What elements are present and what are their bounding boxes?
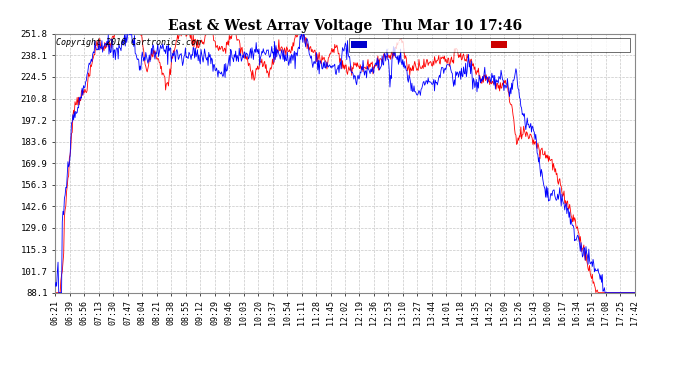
Title: East & West Array Voltage  Thu Mar 10 17:46: East & West Array Voltage Thu Mar 10 17:… <box>168 19 522 33</box>
Text: Copyright 2016 Cartronics.com: Copyright 2016 Cartronics.com <box>57 38 201 46</box>
Legend: East Array  (DC Volts), West Array  (DC Volts): East Array (DC Volts), West Array (DC Vo… <box>348 38 630 52</box>
